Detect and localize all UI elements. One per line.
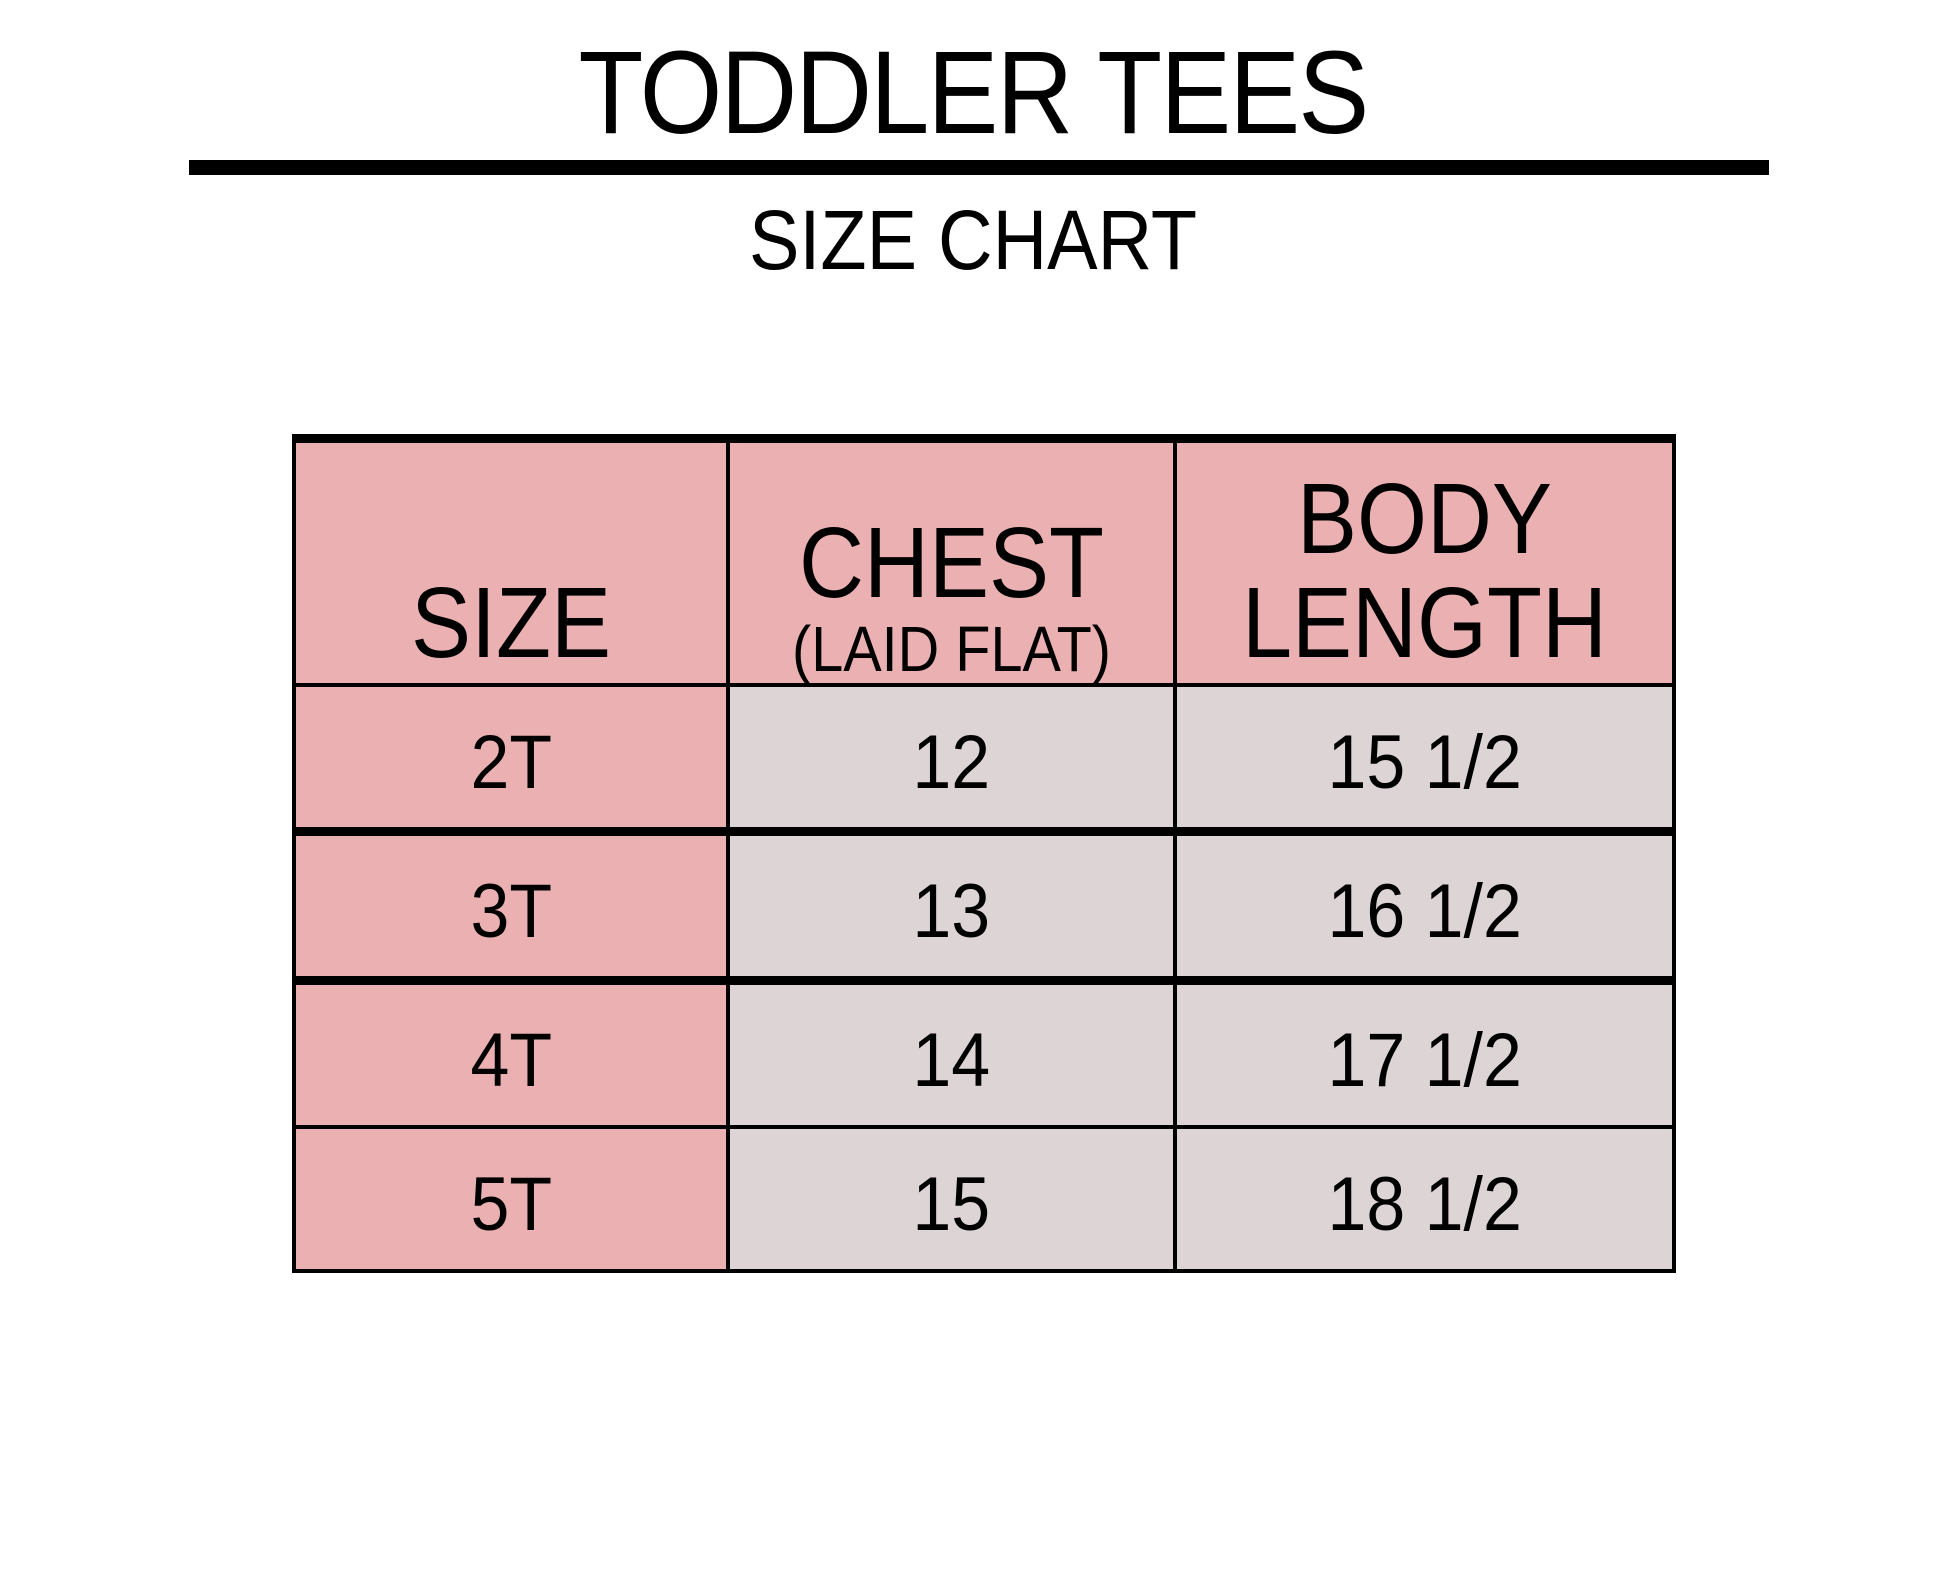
chest-value: 13 (912, 868, 991, 954)
header-chest: CHEST (LAID FLAT) (726, 436, 1177, 687)
chest-value: 15 (912, 1161, 991, 1247)
table-header-row: SIZE CHEST (LAID FLAT) BODY LENGTH (292, 436, 1676, 687)
chest-cell: 14 (726, 976, 1177, 1129)
header-size-label: SIZE (410, 567, 612, 679)
size-chart-table: SIZE CHEST (LAID FLAT) BODY LENGTH 2T 12… (292, 434, 1676, 1273)
size-cell: 5T (292, 1125, 730, 1273)
header-body-length: BODY LENGTH (1173, 436, 1676, 687)
body-length-cell: 16 1/2 (1173, 827, 1676, 983)
page-subtitle: SIZE CHART (748, 193, 1198, 287)
table-row: 5T 15 18 1/2 (292, 1125, 1676, 1273)
table-row: 3T 13 16 1/2 (292, 827, 1676, 983)
body-length-value: 16 1/2 (1327, 868, 1522, 954)
header-length-label: LENGTH (1241, 567, 1608, 679)
body-length-value: 17 1/2 (1327, 1017, 1522, 1103)
size-value: 5T (470, 1161, 552, 1247)
body-length-cell: 15 1/2 (1173, 683, 1676, 834)
chest-cell: 12 (726, 683, 1177, 834)
title-divider (189, 160, 1769, 175)
chest-cell: 13 (726, 827, 1177, 983)
size-cell: 2T (292, 683, 730, 834)
size-value: 4T (470, 1017, 552, 1103)
table-row: 4T 14 17 1/2 (292, 976, 1676, 1129)
body-length-value: 18 1/2 (1327, 1161, 1522, 1247)
header-size: SIZE (292, 436, 730, 687)
body-length-cell: 17 1/2 (1173, 976, 1676, 1129)
chest-value: 14 (912, 1017, 991, 1103)
table-row: 2T 12 15 1/2 (292, 683, 1676, 834)
body-length-value: 15 1/2 (1327, 719, 1522, 805)
page-title: TODDLER TEES (578, 27, 1370, 159)
size-cell: 3T (292, 827, 730, 983)
size-value: 3T (470, 868, 552, 954)
size-value: 2T (470, 719, 552, 805)
header-chest-label: CHEST (798, 507, 1105, 619)
chest-cell: 15 (726, 1125, 1177, 1273)
chest-value: 12 (912, 719, 991, 805)
header-body-label: BODY (1296, 463, 1553, 575)
body-length-cell: 18 1/2 (1173, 1125, 1676, 1273)
size-cell: 4T (292, 976, 730, 1129)
header-chest-sublabel: (LAID FLAT) (792, 613, 1111, 685)
